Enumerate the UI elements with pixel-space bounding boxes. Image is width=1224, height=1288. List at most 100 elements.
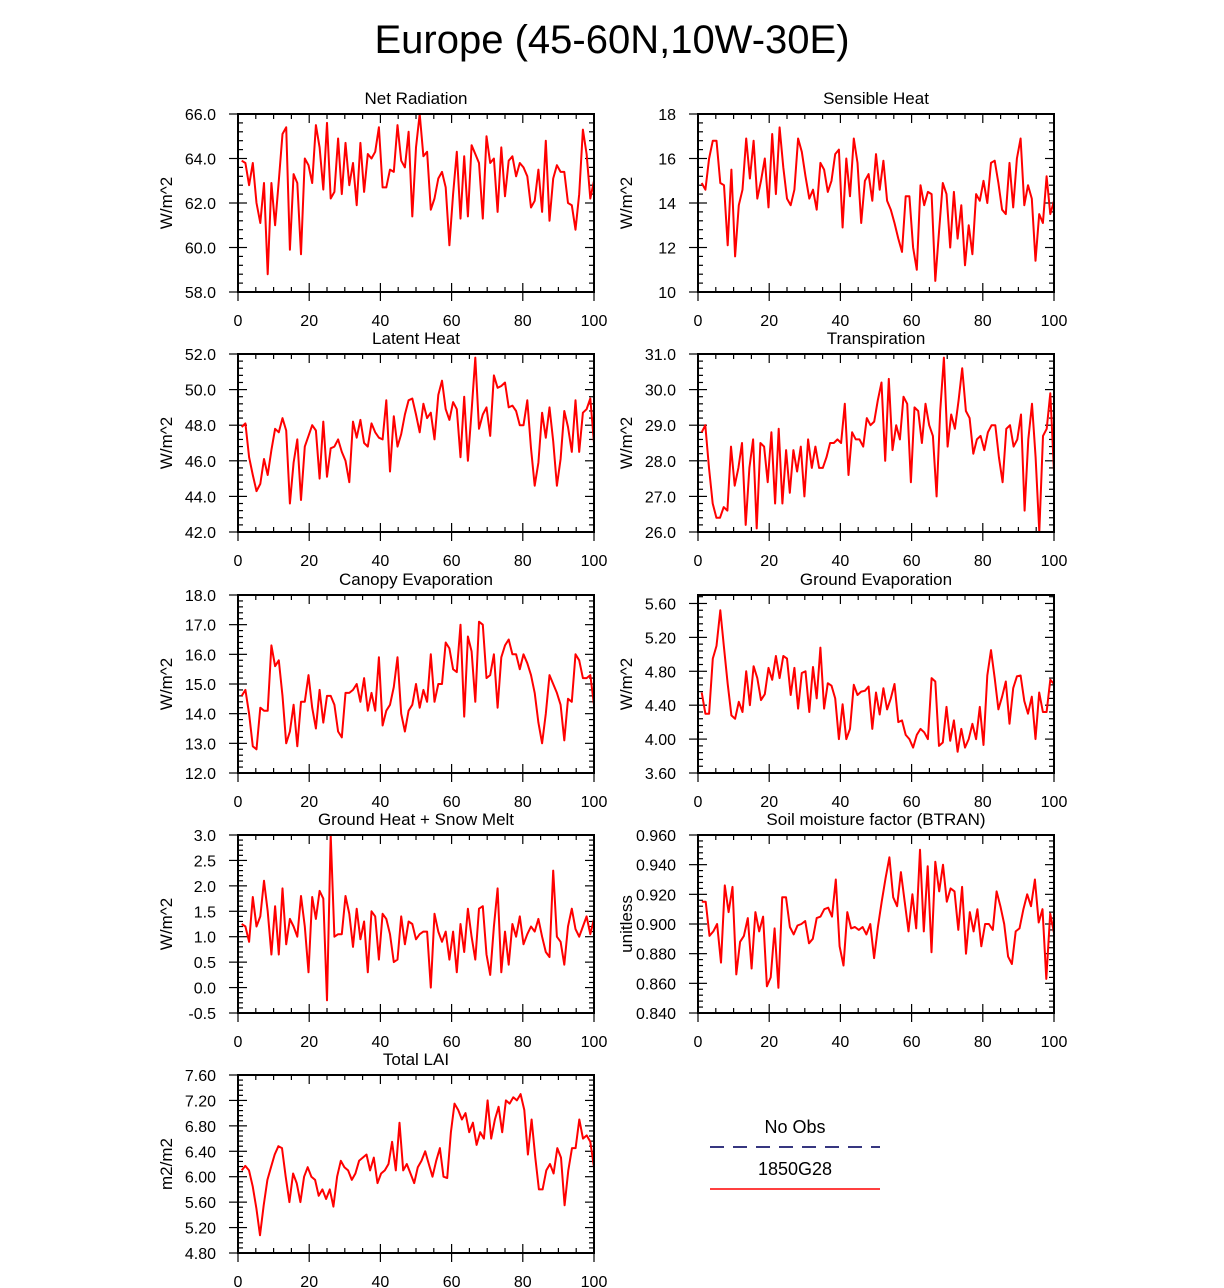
series-line-0 — [241, 356, 595, 505]
y-axis-label: W/m^2 — [157, 417, 176, 469]
y-tick-label: 4.80 — [185, 1246, 216, 1263]
x-tick-label: 60 — [443, 1034, 461, 1051]
x-tick-label: 60 — [903, 553, 921, 570]
series-line-0 — [700, 609, 1055, 753]
panel-title: Soil moisture factor (BTRAN) — [766, 810, 985, 829]
x-tick-label: 100 — [581, 313, 608, 330]
y-tick-label: 3.60 — [645, 766, 676, 783]
y-tick-label: 3.0 — [194, 828, 216, 845]
chart-panel-8: Total LAI m2/m2 0 20 40 60 80 100 4.80 5.20 5.60 6.… — [157, 1050, 607, 1288]
panel-title: Transpiration — [827, 329, 926, 348]
y-tick-label: 31.0 — [645, 347, 676, 364]
y-tick-label: 28.0 — [645, 454, 676, 471]
chart-panel-7: Soil moisture factor (BTRAN) unitless 0 20 4… — [617, 810, 1067, 1051]
y-tick-label: 5.20 — [645, 630, 676, 647]
chart-panel-1: Sensible Heat W/m^2 0 20 40 60 80 100 10 12 14 16 18 — [617, 89, 1067, 330]
y-tick-label: 0.840 — [636, 1006, 676, 1023]
panel-title: Latent Heat — [372, 329, 460, 348]
page-title: Europe (45-60N,10W-30E) — [374, 18, 850, 62]
x-tick-label: 0 — [694, 313, 703, 330]
y-tick-label: 0.5 — [194, 955, 216, 972]
series-line-0 — [700, 126, 1055, 282]
y-tick-label: 10 — [658, 285, 676, 302]
series-line-0 — [241, 834, 595, 1002]
x-tick-label: 20 — [760, 553, 778, 570]
y-tick-label: 7.20 — [185, 1093, 216, 1110]
plot-frame — [697, 113, 1055, 293]
x-tick-label: 100 — [1041, 553, 1068, 570]
y-tick-label: 14 — [658, 196, 676, 213]
y-tick-label: 0.940 — [636, 858, 676, 875]
y-tick-label: 0.920 — [636, 887, 676, 904]
plot-frame — [237, 1074, 595, 1254]
x-tick-label: 100 — [581, 1034, 608, 1051]
x-tick-label: 80 — [514, 1034, 532, 1051]
x-tick-label: 20 — [300, 313, 318, 330]
x-tick-label: 20 — [760, 794, 778, 811]
y-axis-label: W/m^2 — [617, 177, 636, 229]
y-tick-label: 48.0 — [185, 418, 216, 435]
plot-frame — [697, 353, 1055, 533]
x-tick-label: 80 — [514, 794, 532, 811]
x-tick-label: 60 — [903, 1034, 921, 1051]
plot-frame — [237, 834, 595, 1014]
x-tick-label: 80 — [514, 1274, 532, 1288]
plot-frame — [237, 594, 595, 774]
x-tick-label: 20 — [300, 794, 318, 811]
chart-panel-2: Latent Heat W/m^2 0 20 40 60 80 100 42.0 44.0 46.0… — [157, 329, 607, 570]
y-tick-label: 7.60 — [185, 1068, 216, 1085]
y-tick-label: 0.960 — [636, 828, 676, 845]
x-tick-label: 80 — [514, 313, 532, 330]
x-tick-label: 100 — [581, 553, 608, 570]
y-tick-label: 4.40 — [645, 698, 676, 715]
y-tick-label: 0.880 — [636, 947, 676, 964]
series-line-0 — [241, 113, 595, 276]
y-tick-label: 29.0 — [645, 418, 676, 435]
x-tick-label: 100 — [1041, 794, 1068, 811]
x-tick-label: 0 — [234, 794, 243, 811]
y-tick-label: 27.0 — [645, 489, 676, 506]
x-tick-label: 100 — [1041, 313, 1068, 330]
x-tick-label: 0 — [234, 313, 243, 330]
y-tick-label: 5.60 — [185, 1195, 216, 1212]
y-tick-label: 66.0 — [185, 107, 216, 124]
panel-title: Canopy Evaporation — [339, 570, 493, 589]
chart-panel-4: Canopy Evaporation W/m^2 0 20 40 60 80 100 12.0 1… — [157, 570, 607, 811]
y-tick-label: 4.00 — [645, 732, 676, 749]
x-tick-label: 40 — [832, 794, 850, 811]
y-tick-label: 18.0 — [185, 588, 216, 605]
x-tick-label: 60 — [443, 313, 461, 330]
y-axis-label: W/m^2 — [157, 177, 176, 229]
plot-frame — [697, 594, 1055, 774]
x-tick-label: 100 — [581, 794, 608, 811]
y-tick-label: 62.0 — [185, 196, 216, 213]
x-tick-label: 40 — [372, 794, 390, 811]
x-tick-label: 100 — [581, 1274, 608, 1288]
x-tick-label: 40 — [832, 1034, 850, 1051]
y-tick-label: 12 — [658, 241, 676, 258]
y-tick-label: 30.0 — [645, 383, 676, 400]
x-tick-label: 20 — [300, 553, 318, 570]
y-tick-label: 4.80 — [645, 664, 676, 681]
y-tick-label: 2.0 — [194, 879, 216, 896]
x-tick-label: 80 — [974, 553, 992, 570]
y-tick-label: 5.20 — [185, 1221, 216, 1238]
chart-panel-5: Ground Evaporation W/m^2 0 20 40 60 80 100 3.60 4… — [617, 570, 1067, 811]
y-tick-label: 0.900 — [636, 917, 676, 934]
plot-frame — [237, 353, 595, 533]
chart-panel-0: Net Radiation W/m^2 0 20 40 60 80 100 58.0 60.0 62… — [157, 89, 607, 330]
y-tick-label: 1.5 — [194, 904, 216, 921]
y-tick-label: 2.5 — [194, 853, 216, 870]
y-tick-label: 50.0 — [185, 383, 216, 400]
x-tick-label: 0 — [234, 553, 243, 570]
y-axis-label: W/m^2 — [157, 658, 176, 710]
y-tick-label: 12.0 — [185, 766, 216, 783]
x-tick-label: 20 — [760, 313, 778, 330]
y-tick-label: 64.0 — [185, 152, 216, 169]
y-tick-label: 52.0 — [185, 347, 216, 364]
x-tick-label: 0 — [694, 553, 703, 570]
panel-title: Total LAI — [383, 1050, 449, 1069]
x-tick-label: 80 — [974, 1034, 992, 1051]
x-tick-label: 40 — [372, 1274, 390, 1288]
